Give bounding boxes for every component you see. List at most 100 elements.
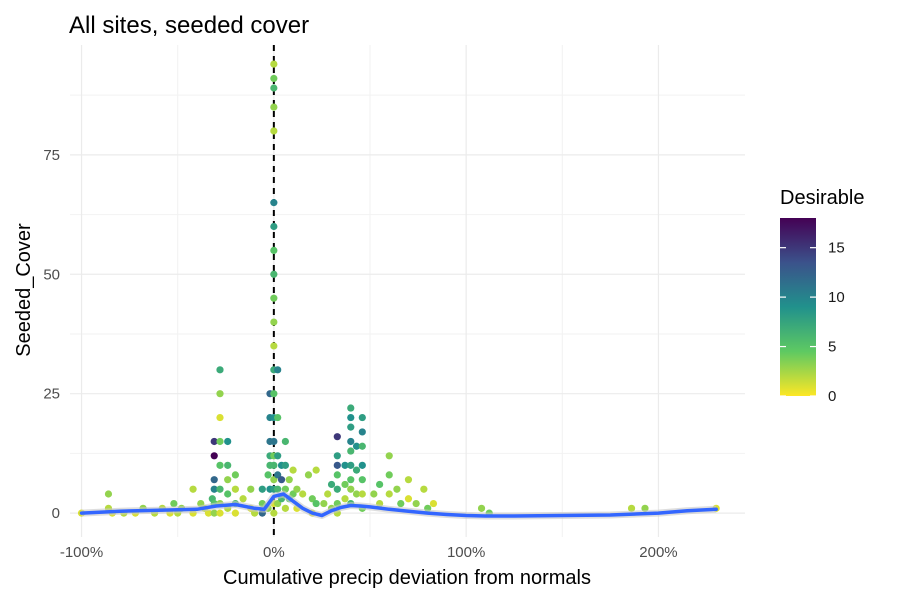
data-point xyxy=(189,485,197,493)
data-point xyxy=(347,461,355,469)
data-point xyxy=(333,471,341,479)
data-point xyxy=(358,442,366,450)
data-point xyxy=(352,442,361,450)
legend-ticks: 0 5 10 15 xyxy=(780,240,845,405)
data-point xyxy=(358,428,366,436)
grid-minor xyxy=(70,45,745,537)
data-point xyxy=(347,404,355,412)
grid-major xyxy=(70,45,745,537)
data-point xyxy=(627,504,636,512)
data-point xyxy=(247,485,255,493)
data-point xyxy=(270,318,278,326)
data-point xyxy=(216,509,224,517)
data-point xyxy=(281,504,289,512)
x-axis-title: Cumulative precip deviation from normals xyxy=(223,567,591,589)
data-point xyxy=(281,437,289,446)
data-point xyxy=(393,485,401,493)
data-point xyxy=(224,490,232,498)
data-point xyxy=(404,495,413,503)
data-point xyxy=(327,480,336,489)
data-point xyxy=(270,342,278,350)
data-point xyxy=(216,437,224,446)
data-point xyxy=(420,485,428,493)
color-legend: Desirable 0 5 10 15 xyxy=(780,187,864,405)
data-point xyxy=(224,476,232,484)
x-axis-ticks: -100% 0% 100% 200% xyxy=(60,544,678,561)
data-point xyxy=(239,495,247,503)
colorbar xyxy=(780,218,816,396)
data-point xyxy=(170,499,178,508)
data-point xyxy=(347,413,355,422)
data-point xyxy=(216,461,224,469)
data-point xyxy=(324,490,332,498)
data-point xyxy=(270,246,278,254)
data-point xyxy=(270,390,278,398)
legend-tick-label: 10 xyxy=(828,289,845,306)
data-point xyxy=(210,485,218,493)
data-point xyxy=(216,413,224,422)
data-point xyxy=(320,499,328,508)
data-point xyxy=(270,222,278,231)
data-point xyxy=(270,294,278,302)
data-point xyxy=(216,366,224,374)
y-axis-ticks: 0 25 50 75 xyxy=(43,147,60,522)
data-point xyxy=(224,437,232,446)
data-point xyxy=(264,471,272,479)
data-point xyxy=(412,499,420,508)
data-point xyxy=(216,390,224,398)
data-point xyxy=(277,476,286,484)
y-tick-label: 50 xyxy=(43,266,60,283)
x-tick-label: 200% xyxy=(639,544,677,561)
data-point xyxy=(274,413,282,422)
data-point xyxy=(274,452,282,460)
x-tick-label: -100% xyxy=(60,544,103,561)
legend-tick-label: 15 xyxy=(828,240,845,257)
data-point xyxy=(352,490,361,498)
data-point xyxy=(104,490,113,498)
data-point xyxy=(333,452,341,460)
smooth-trend-line xyxy=(79,490,718,520)
data-point xyxy=(281,461,289,469)
data-point xyxy=(289,466,297,474)
data-point xyxy=(385,452,393,460)
data-point xyxy=(270,509,278,517)
data-point xyxy=(231,485,239,493)
data-point xyxy=(285,476,293,484)
data-point xyxy=(274,485,282,493)
data-point xyxy=(358,413,366,422)
data-point xyxy=(231,509,239,517)
data-point xyxy=(347,437,355,446)
legend-tick-label: 5 xyxy=(828,339,836,356)
data-point xyxy=(204,509,213,517)
data-point xyxy=(385,490,393,498)
data-point xyxy=(333,461,341,469)
data-point xyxy=(270,461,278,469)
data-point xyxy=(347,423,355,431)
data-point xyxy=(308,495,316,503)
data-point xyxy=(341,495,349,503)
data-point xyxy=(358,461,366,469)
data-point xyxy=(358,476,366,484)
y-tick-label: 0 xyxy=(52,505,60,522)
data-point xyxy=(404,476,413,484)
data-point xyxy=(429,499,438,508)
data-points xyxy=(77,60,720,517)
data-point xyxy=(341,461,349,469)
data-point xyxy=(231,471,239,479)
data-point xyxy=(293,485,301,493)
data-point xyxy=(376,480,384,489)
data-point xyxy=(274,471,282,479)
data-point xyxy=(347,485,355,493)
data-point xyxy=(358,490,366,498)
smooth-line xyxy=(79,492,718,518)
data-point xyxy=(312,499,320,508)
data-point xyxy=(333,433,341,441)
y-tick-label: 75 xyxy=(43,147,60,164)
data-point xyxy=(270,270,278,278)
data-point xyxy=(270,476,278,484)
data-point xyxy=(341,480,349,489)
data-point xyxy=(270,199,278,207)
data-point xyxy=(216,485,224,493)
y-axis-title: Seeded_Cover xyxy=(13,223,35,357)
